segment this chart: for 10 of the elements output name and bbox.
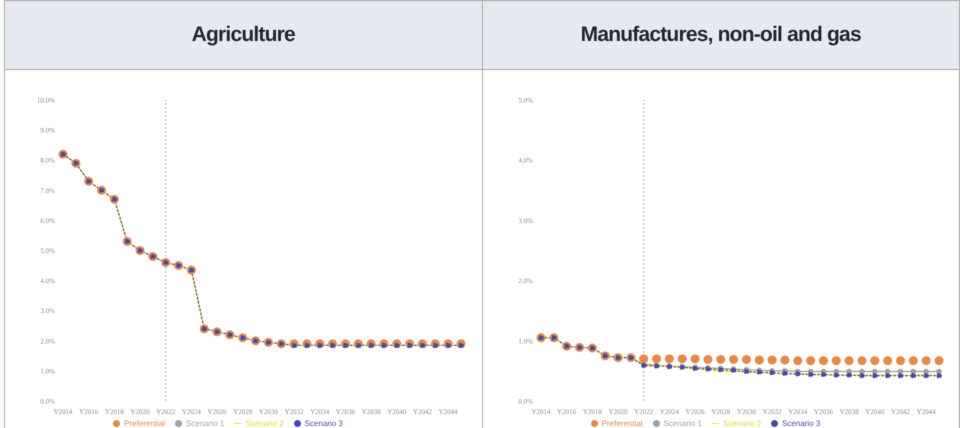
- legend-label: Scenario 2: [722, 419, 762, 428]
- legend-label: Preferential: [124, 419, 166, 428]
- legend-label: Scenario 3: [304, 419, 343, 428]
- legend-label: Scenario 2: [245, 419, 284, 428]
- chart-title: Agriculture: [5, 1, 482, 70]
- legend-label: Preferential: [602, 419, 643, 428]
- legend-label: Scenario 3: [782, 419, 820, 428]
- legend-label: Scenario 1: [186, 419, 224, 428]
- legend-label: Scenario 1: [664, 419, 702, 428]
- chart-title: Manufactures, non-oil and gas: [482, 1, 959, 70]
